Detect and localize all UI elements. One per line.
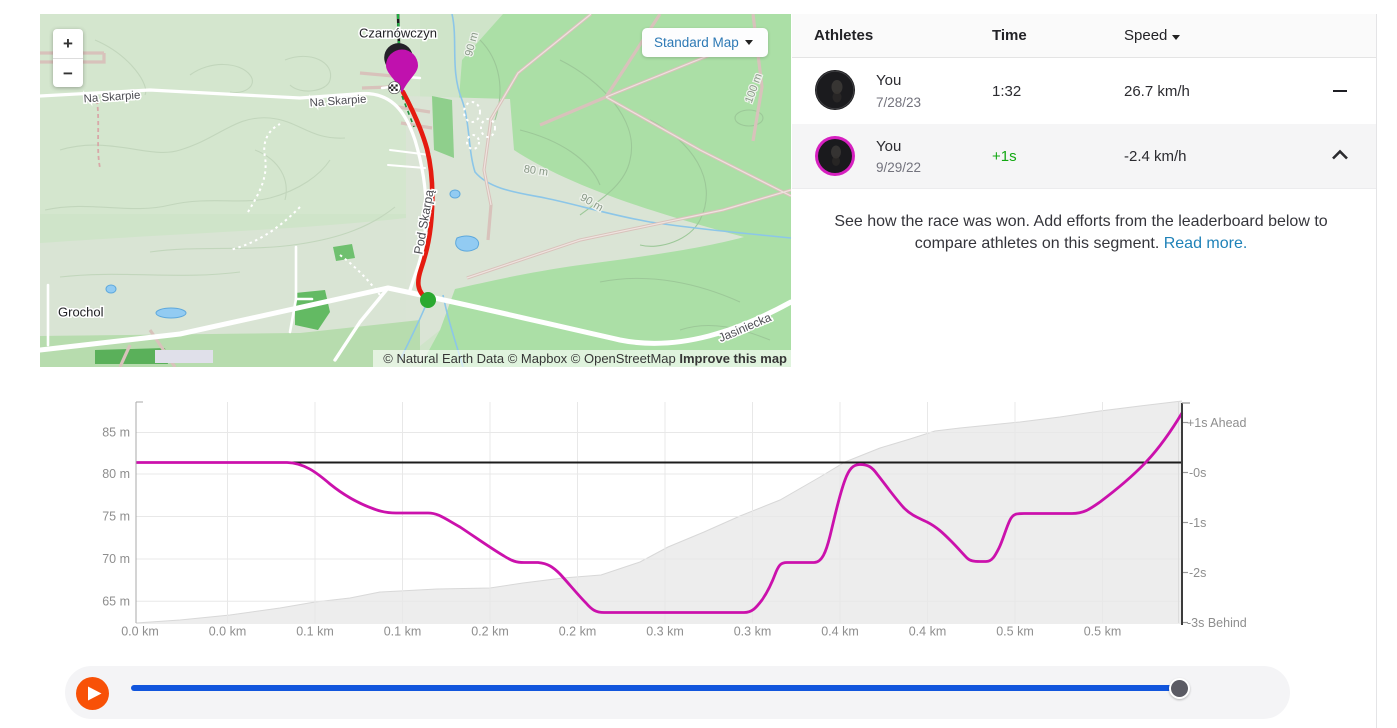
svg-text:0.0 km: 0.0 km — [209, 625, 247, 639]
svg-text:Czarnówczyn: Czarnówczyn — [359, 26, 437, 41]
svg-text:65 m: 65 m — [102, 594, 130, 608]
svg-text:-1s: -1s — [1189, 516, 1206, 530]
svg-text:75 m: 75 m — [102, 510, 130, 524]
svg-text:0.3 km: 0.3 km — [734, 625, 772, 639]
svg-text:-3s Behind: -3s Behind — [1187, 616, 1247, 630]
svg-text:-2s: -2s — [1189, 566, 1206, 580]
svg-text:0.3 km: 0.3 km — [646, 625, 684, 639]
svg-text:0.4 km: 0.4 km — [821, 625, 859, 639]
svg-text:0.1 km: 0.1 km — [296, 625, 334, 639]
svg-text:80 m: 80 m — [523, 163, 549, 178]
svg-text:0.1 km: 0.1 km — [384, 625, 422, 639]
svg-text:0.2 km: 0.2 km — [471, 625, 509, 639]
svg-text:70 m: 70 m — [102, 552, 130, 566]
svg-text:+1s Ahead: +1s Ahead — [1187, 416, 1246, 430]
svg-text:0.5 km: 0.5 km — [1084, 625, 1122, 639]
svg-text:0.4 km: 0.4 km — [909, 625, 947, 639]
svg-text:0.0 km: 0.0 km — [121, 625, 159, 639]
svg-text:0.5 km: 0.5 km — [996, 625, 1034, 639]
svg-text:-0s: -0s — [1189, 466, 1206, 480]
svg-text:85 m: 85 m — [102, 426, 130, 440]
svg-text:Na Skarpie: Na Skarpie — [83, 90, 141, 106]
svg-text:Na Skarpie: Na Skarpie — [309, 94, 367, 110]
svg-text:0.2 km: 0.2 km — [559, 625, 597, 639]
svg-text:80 m: 80 m — [102, 467, 130, 481]
svg-text:Grochol: Grochol — [58, 305, 104, 320]
